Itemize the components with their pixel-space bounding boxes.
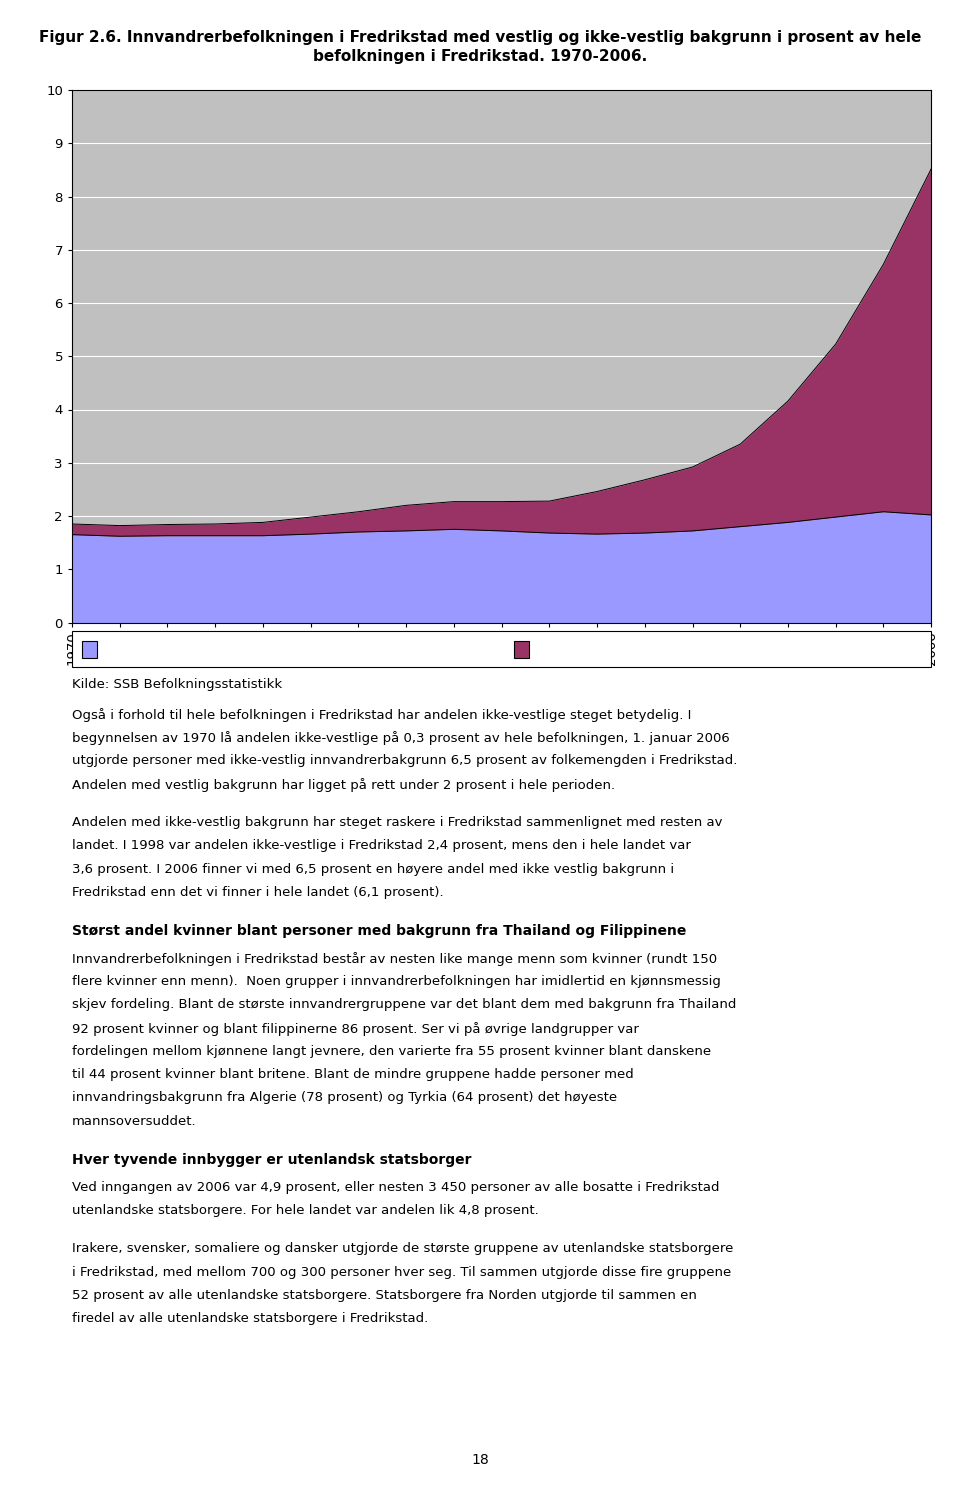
Text: Kilde: SSB Befolkningsstatistikk: Kilde: SSB Befolkningsstatistikk (72, 678, 282, 692)
Text: i Fredrikstad, med mellom 700 og 300 personer hver seg. Til sammen utgjorde diss: i Fredrikstad, med mellom 700 og 300 per… (72, 1266, 732, 1278)
Text: Andelen med ikke-vestlig bakgrunn har steget raskere i Fredrikstad sammenlignet : Andelen med ikke-vestlig bakgrunn har st… (72, 816, 723, 830)
Text: utgjorde personer med ikke-vestlig innvandrerbakgrunn 6,5 prosent av folkemengde: utgjorde personer med ikke-vestlig innva… (72, 754, 737, 768)
Text: befolkningen i Fredrikstad. 1970-2006.: befolkningen i Fredrikstad. 1970-2006. (313, 50, 647, 64)
Text: 3,6 prosent. I 2006 finner vi med 6,5 prosent en høyere andel med ikke vestlig b: 3,6 prosent. I 2006 finner vi med 6,5 pr… (72, 862, 674, 876)
Text: flere kvinner enn menn).  Noen grupper i innvandrerbefolkningen har imidlertid e: flere kvinner enn menn). Noen grupper i … (72, 975, 721, 988)
Text: Figur 2.6. Innvandrerbefolkningen i Fredrikstad med vestlig og ikke-vestlig bakg: Figur 2.6. Innvandrerbefolkningen i Fred… (38, 30, 922, 45)
Text: Fredrikstad enn det vi finner i hele landet (6,1 prosent).: Fredrikstad enn det vi finner i hele lan… (72, 885, 444, 898)
Text: Også i forhold til hele befolkningen i Fredrikstad har andelen ikke-vestlige ste: Også i forhold til hele befolkningen i F… (72, 708, 691, 722)
Text: utenlandske statsborgere. For hele landet var andelen lik 4,8 prosent.: utenlandske statsborgere. For hele lande… (72, 1204, 539, 1216)
Text: landet. I 1998 var andelen ikke-vestlige i Fredrikstad 2,4 prosent, mens den i h: landet. I 1998 var andelen ikke-vestlige… (72, 840, 691, 852)
Text: 18: 18 (471, 1454, 489, 1467)
Text: Vestlig bakgrunn i prosent av befolkningen: Vestlig bakgrunn i prosent av befolkning… (105, 644, 373, 656)
Text: firedel av alle utenlandske statsborgere i Fredrikstad.: firedel av alle utenlandske statsborgere… (72, 1312, 428, 1324)
Text: mannsoversuddet.: mannsoversuddet. (72, 1114, 197, 1128)
Text: Størst andel kvinner blant personer med bakgrunn fra Thailand og Filippinene: Størst andel kvinner blant personer med … (72, 924, 686, 938)
Text: Ikke-vestlig bakgrunn i prosent av befolkningen: Ikke-vestlig bakgrunn i prosent av befol… (537, 644, 834, 656)
Text: 52 prosent av alle utenlandske statsborgere. Statsborgere fra Norden utgjorde ti: 52 prosent av alle utenlandske statsborg… (72, 1288, 697, 1302)
Text: Ved inngangen av 2006 var 4,9 prosent, eller nesten 3 450 personer av alle bosat: Ved inngangen av 2006 var 4,9 prosent, e… (72, 1180, 719, 1194)
Text: 92 prosent kvinner og blant filippinerne 86 prosent. Ser vi på øvrige landgruppe: 92 prosent kvinner og blant filippinerne… (72, 1022, 638, 1035)
Text: skjev fordeling. Blant de største innvandrergruppene var det blant dem med bakgr: skjev fordeling. Blant de største innvan… (72, 999, 736, 1011)
Text: Innvandrerbefolkningen i Fredrikstad består av nesten like mange menn som kvinne: Innvandrerbefolkningen i Fredrikstad bes… (72, 952, 717, 966)
Text: til 44 prosent kvinner blant britene. Blant de mindre gruppene hadde personer me: til 44 prosent kvinner blant britene. Bl… (72, 1068, 634, 1082)
Text: Hver tyvende innbygger er utenlandsk statsborger: Hver tyvende innbygger er utenlandsk sta… (72, 1154, 471, 1167)
Text: fordelingen mellom kjønnene langt jevnere, den varierte fra 55 prosent kvinner b: fordelingen mellom kjønnene langt jevner… (72, 1046, 711, 1058)
Text: Andelen med vestlig bakgrunn har ligget på rett under 2 prosent i hele perioden.: Andelen med vestlig bakgrunn har ligget … (72, 777, 615, 792)
Text: begynnelsen av 1970 lå andelen ikke-vestlige på 0,3 prosent av hele befolkningen: begynnelsen av 1970 lå andelen ikke-vest… (72, 730, 730, 746)
Text: innvandringsbakgrunn fra Algerie (78 prosent) og Tyrkia (64 prosent) det høyeste: innvandringsbakgrunn fra Algerie (78 pro… (72, 1092, 617, 1104)
Text: Irakere, svensker, somaliere og dansker utgjorde de største gruppene av utenland: Irakere, svensker, somaliere og dansker … (72, 1242, 733, 1256)
